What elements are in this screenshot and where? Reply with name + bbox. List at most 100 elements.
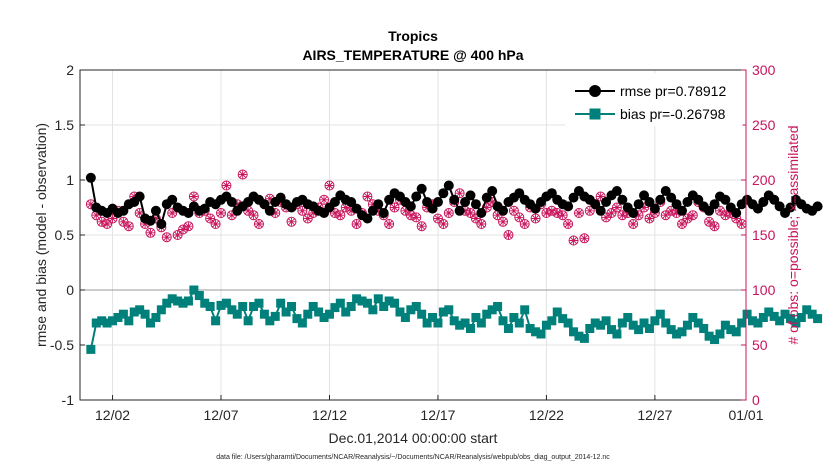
- obs-point: [552, 208, 563, 218]
- obs-star: [471, 214, 480, 223]
- obs-point: [720, 210, 731, 221]
- obs-point: [546, 205, 557, 216]
- obs-star: [455, 189, 464, 198]
- rmse-point: [590, 199, 601, 210]
- bias-point: [173, 296, 183, 306]
- bias-point: [688, 313, 698, 322]
- bias-point: [785, 314, 795, 324]
- obs-star: [678, 220, 687, 228]
- obs-star: [542, 209, 551, 217]
- bias-point: [216, 300, 226, 310]
- obs-star: [547, 206, 556, 215]
- bias-point: [276, 298, 286, 308]
- bias-point: [362, 298, 372, 308]
- chart-title: Tropics: [388, 28, 438, 44]
- obs-star: [488, 198, 497, 206]
- bias-point: [352, 294, 362, 304]
- bias-point: [802, 305, 812, 315]
- bias-point: [606, 325, 616, 335]
- obs-star: [726, 209, 735, 217]
- x-tick-label: 12/02: [95, 407, 130, 423]
- rmse-point: [145, 215, 156, 226]
- obs-point: [237, 169, 248, 180]
- bias-point: [677, 327, 687, 337]
- obs-star: [732, 214, 741, 223]
- obs-point: [188, 191, 199, 202]
- bias-point: [129, 307, 139, 317]
- obs-point: [644, 213, 655, 224]
- bias-point: [346, 302, 356, 311]
- rmse-point: [785, 202, 796, 213]
- bias-point: [547, 316, 557, 326]
- bias-point: [796, 313, 806, 322]
- obs-star: [509, 206, 518, 215]
- y-axis-right: 0 50 100 150 200 250 300: [741, 62, 776, 408]
- obs-star: [401, 206, 410, 215]
- x-tick-label: 12/12: [312, 407, 347, 423]
- obs-star: [217, 209, 226, 217]
- bias-point: [292, 314, 302, 324]
- rmse-point: [134, 191, 145, 202]
- obs-star: [86, 200, 95, 209]
- obs-star: [363, 192, 372, 201]
- obs-star: [721, 211, 730, 220]
- rmse-point: [384, 194, 395, 205]
- bias-point: [471, 313, 481, 322]
- rmse-point: [460, 197, 471, 207]
- rmse-point: [720, 194, 731, 205]
- obs-star: [173, 231, 182, 239]
- obs-star: [585, 206, 594, 215]
- obs-point: [172, 230, 183, 240]
- obs-star: [146, 228, 155, 237]
- legend-rmse-marker: [589, 85, 601, 97]
- rmse-point: [367, 205, 378, 216]
- bias-point: [612, 329, 622, 339]
- obs-star: [233, 200, 242, 209]
- obs-star: [504, 231, 513, 239]
- bias-point: [503, 324, 513, 333]
- rmse-point: [617, 194, 628, 205]
- obs-point: [709, 221, 720, 232]
- bias-point: [661, 318, 671, 328]
- bias-point: [628, 320, 638, 330]
- rmse-point: [264, 205, 275, 216]
- rmse-point: [438, 188, 449, 199]
- rmse-point: [731, 208, 742, 218]
- bias-point: [710, 335, 720, 344]
- rmse-point: [709, 199, 720, 210]
- obs-point: [389, 202, 400, 213]
- bias-point: [552, 307, 562, 317]
- x-axis: 12/02 12/07 12/12 12/17 12/22 12/27 01/01: [95, 395, 764, 423]
- rmse-point: [758, 197, 769, 207]
- obs-point: [102, 219, 113, 229]
- obs-point: [584, 205, 595, 216]
- obs-point: [541, 208, 552, 218]
- obs-star: [493, 211, 502, 220]
- bias-point: [422, 318, 432, 328]
- series-rmse: [85, 172, 823, 229]
- bias-point: [428, 313, 438, 322]
- bias-point: [97, 316, 107, 326]
- obs-star: [385, 220, 394, 228]
- bias-point: [400, 313, 410, 322]
- bias-point: [514, 318, 524, 328]
- obs-point: [123, 221, 134, 232]
- y-tick-label: -1: [62, 392, 75, 408]
- obs-point: [573, 208, 584, 218]
- obs-star: [482, 203, 491, 212]
- rmse-point: [432, 197, 443, 207]
- rmse-point: [449, 194, 460, 205]
- bias-point: [368, 305, 378, 315]
- obs-star: [309, 209, 318, 217]
- bias-point: [715, 329, 725, 339]
- bias-point: [737, 318, 747, 328]
- obs-point: [470, 213, 481, 224]
- rmse-point: [259, 199, 270, 210]
- bias-point: [221, 298, 231, 308]
- bias-point: [140, 309, 150, 319]
- obs-point: [557, 210, 568, 221]
- legend-bias-label: bias pr=-0.26798: [620, 106, 726, 122]
- obs-point: [183, 221, 194, 232]
- obs-star: [433, 214, 442, 223]
- bias-point: [102, 318, 112, 328]
